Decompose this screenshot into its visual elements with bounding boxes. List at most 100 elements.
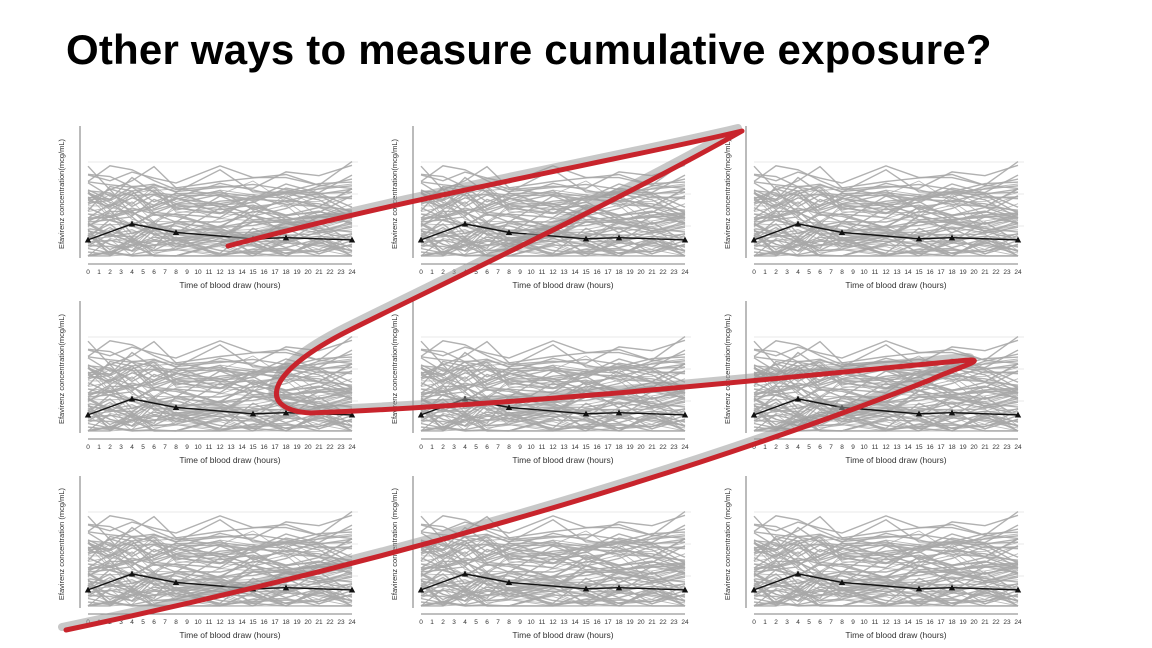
x-tick-label: 13 [893,619,901,626]
individual-line [753,220,1019,250]
individual-line [87,577,353,604]
individual-line [753,382,1019,409]
annotation-stroke-shadow [58,124,975,631]
x-tick-label: 6 [485,269,489,276]
individual-line [88,234,353,257]
x-tick-label: 1 [430,444,434,451]
x-tick-label: 1 [763,269,767,276]
x-tick-label: 11 [872,269,879,276]
x-tick-label: 23 [670,444,678,451]
median-point [348,586,356,593]
x-tick-label: 5 [141,269,145,276]
individual-line [87,364,353,392]
x-tick-label: 24 [681,444,689,451]
x-tick-label: 13 [227,619,235,626]
x-tick-label: 11 [206,269,213,276]
x-tick-label: 22 [992,269,1000,276]
median-point [282,409,290,416]
x-tick-label: 15 [915,269,923,276]
individual-line [421,584,686,607]
x-tick-label: 13 [560,619,568,626]
individual-line [87,410,353,432]
x-tick-label: 9 [518,619,522,626]
x-tick-label: 2 [774,444,778,451]
x-tick-label: 9 [851,269,855,276]
individual-line [87,368,353,383]
x-tick-label: 14 [238,619,246,626]
median-line [753,398,1019,416]
x-tick-label: 24 [348,444,356,451]
individual-line [87,412,353,432]
x-tick-label: 4 [130,619,134,626]
x-tick-label: 8 [840,444,844,451]
x-tick-label: 2 [108,269,112,276]
x-axis-label: Time of blood draw (hours) [512,630,613,640]
x-tick-label: 0 [419,269,423,276]
individual-line [753,539,1019,567]
x-tick-label: 23 [337,444,345,451]
median-point [128,220,136,227]
x-axis-label: Time of blood draw (hours) [845,280,946,290]
individual-line [87,390,353,415]
individual-line [754,236,1018,257]
individual-line [420,587,686,607]
x-tick-label: 5 [807,619,811,626]
median-point [915,235,923,242]
x-tick-label: 8 [507,269,511,276]
x-tick-label: 6 [152,269,156,276]
slide-title: Other ways to measure cumulative exposur… [66,26,992,73]
individual-line [88,586,352,607]
x-tick-label: 8 [840,619,844,626]
individual-line [87,185,353,212]
x-tick-label: 0 [752,269,756,276]
x-tick-label: 15 [915,619,923,626]
x-tick-label: 2 [774,619,778,626]
individual-line [87,371,353,398]
x-tick-label: 18 [615,444,623,451]
x-tick-label: 5 [474,444,478,451]
median-point [84,411,92,418]
individual-line [87,384,353,410]
individual-line [753,395,1019,414]
y-axis-label: Efavirenz concentration (mcg/mL) [723,487,732,600]
x-tick-label: 9 [185,444,189,451]
x-tick-label: 18 [615,619,623,626]
individual-line [87,543,353,558]
individual-line [87,542,353,571]
x-tick-label: 23 [337,269,345,276]
x-tick-label: 3 [785,269,789,276]
individual-line [420,192,686,221]
x-tick-label: 10 [527,269,535,276]
individual-line [87,531,353,553]
chart-panel-7: 0 1 2 3 4 5 6 7 8 9 10 11 12 13 14 15 16 17 18 19 20 21 22 23 24… [57,476,358,640]
x-tick-label: 21 [981,444,989,451]
individual-line [753,412,1019,432]
individual-line [753,533,1019,558]
individual-line [420,587,686,607]
individual-line [753,410,1019,432]
annotation-stroke [63,128,977,633]
x-tick-label: 17 [604,619,612,626]
x-tick-label: 12 [216,269,224,276]
individual-line [753,215,1019,240]
median-point [172,229,180,235]
individual-line [753,181,1019,203]
x-tick-label: 21 [648,269,656,276]
individual-line [753,193,1019,219]
x-tick-label: 23 [1003,269,1011,276]
individual-line [88,411,352,432]
individual-line [753,587,1019,607]
x-tick-label: 7 [829,619,833,626]
median-point [172,404,180,410]
x-tick-label: 16 [260,269,268,276]
individual-line [87,382,353,409]
x-tick-label: 21 [315,619,323,626]
individual-line [420,542,686,571]
individual-line [420,193,686,219]
individual-line [753,192,1019,221]
individual-line [421,411,685,432]
x-tick-label: 7 [163,619,167,626]
x-tick-label: 16 [260,444,268,451]
individual-line [420,164,686,191]
x-tick-label: 19 [293,619,301,626]
